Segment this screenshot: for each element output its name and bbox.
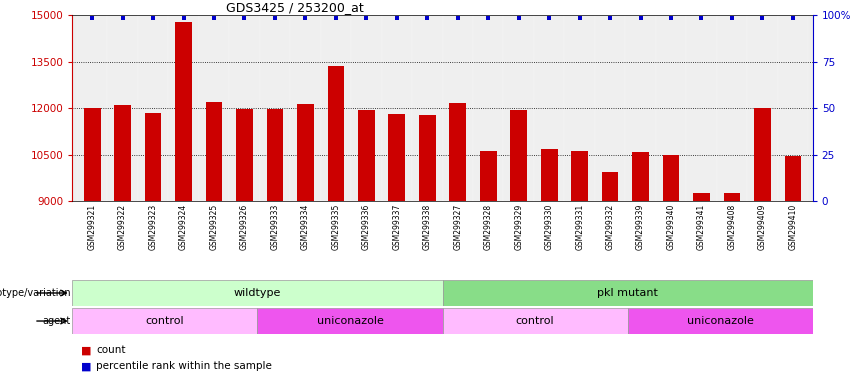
Bar	[328, 66, 345, 201]
Bar	[77, 15, 107, 201]
Text: percentile rank within the sample: percentile rank within the sample	[96, 361, 272, 371]
Text: wildtype: wildtype	[234, 288, 281, 298]
Point	[451, 15, 465, 21]
Point	[665, 15, 678, 21]
Bar	[107, 15, 138, 201]
Point	[359, 15, 373, 21]
Text: ■: ■	[81, 361, 91, 371]
Text: control: control	[516, 316, 554, 326]
Bar	[564, 15, 595, 201]
Point	[542, 15, 556, 21]
Point	[786, 15, 800, 21]
Bar	[473, 15, 504, 201]
Bar	[388, 114, 405, 201]
Bar	[419, 115, 436, 201]
Bar	[686, 15, 717, 201]
Bar	[595, 15, 625, 201]
Point	[573, 15, 586, 21]
Bar	[260, 15, 290, 201]
Point	[725, 15, 739, 21]
Point	[177, 15, 191, 21]
Bar	[351, 15, 381, 201]
Bar	[138, 15, 168, 201]
Bar	[480, 151, 497, 201]
Bar	[290, 15, 321, 201]
Text: uniconazole: uniconazole	[317, 316, 384, 326]
Bar	[443, 15, 473, 201]
Point	[207, 15, 220, 21]
Point	[329, 15, 343, 21]
Bar	[229, 15, 260, 201]
Bar	[534, 15, 564, 201]
Point	[482, 15, 495, 21]
Text: ■: ■	[81, 345, 91, 355]
Point	[268, 15, 282, 21]
Text: count: count	[96, 345, 126, 355]
Bar	[266, 109, 283, 201]
Bar	[663, 155, 679, 201]
Bar	[632, 152, 649, 201]
Point	[512, 15, 526, 21]
Bar	[321, 15, 351, 201]
Point	[237, 15, 251, 21]
Bar	[114, 105, 131, 201]
Bar	[602, 172, 619, 201]
Bar	[511, 109, 527, 201]
Bar	[443, 280, 813, 306]
Bar	[504, 15, 534, 201]
Bar	[175, 22, 192, 201]
Bar	[358, 109, 374, 201]
Point	[390, 15, 403, 21]
Bar	[206, 102, 222, 201]
Bar	[747, 15, 778, 201]
Bar	[381, 15, 412, 201]
Bar	[449, 103, 466, 201]
Text: pkl mutant: pkl mutant	[597, 288, 658, 298]
Point	[694, 15, 708, 21]
Text: genotype/variation: genotype/variation	[0, 288, 71, 298]
Point	[146, 15, 160, 21]
Point	[85, 15, 99, 21]
Point	[634, 15, 648, 21]
Bar	[717, 15, 747, 201]
Bar	[778, 15, 808, 201]
Bar	[627, 308, 813, 334]
Text: uniconazole: uniconazole	[687, 316, 754, 326]
Bar	[257, 308, 443, 334]
Bar	[693, 193, 710, 201]
Bar	[656, 15, 686, 201]
Text: control: control	[146, 316, 184, 326]
Title: GDS3425 / 253200_at: GDS3425 / 253200_at	[226, 1, 363, 14]
Point	[116, 15, 129, 21]
Bar	[723, 193, 740, 201]
Text: agent: agent	[43, 316, 71, 326]
Bar	[72, 280, 443, 306]
Point	[299, 15, 312, 21]
Bar	[412, 15, 443, 201]
Bar	[754, 108, 771, 201]
Bar	[145, 113, 162, 201]
Bar	[168, 15, 199, 201]
Bar	[785, 156, 802, 201]
Bar	[540, 149, 557, 201]
Bar	[83, 108, 100, 201]
Point	[603, 15, 617, 21]
Bar	[443, 308, 627, 334]
Bar	[199, 15, 229, 201]
Bar	[72, 308, 257, 334]
Bar	[571, 151, 588, 201]
Point	[420, 15, 434, 21]
Bar	[625, 15, 656, 201]
Bar	[297, 104, 314, 201]
Point	[756, 15, 769, 21]
Bar	[236, 109, 253, 201]
